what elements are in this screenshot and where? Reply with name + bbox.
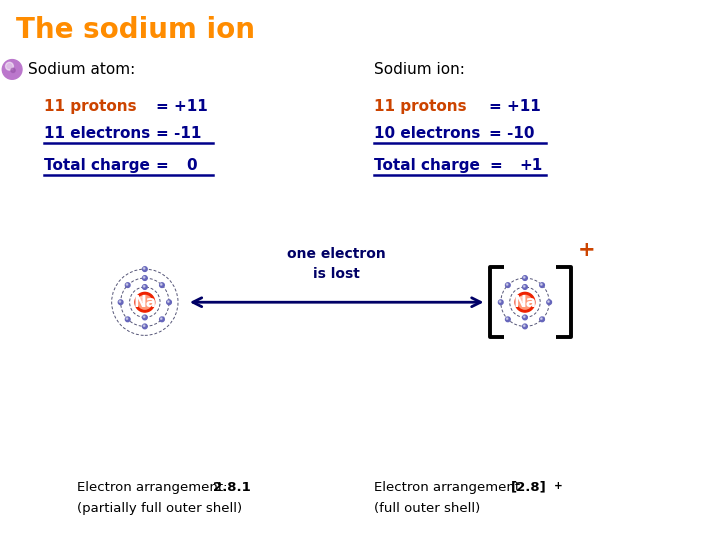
- Circle shape: [523, 316, 525, 318]
- Circle shape: [143, 285, 147, 289]
- Circle shape: [138, 295, 152, 309]
- Text: =: =: [489, 158, 502, 173]
- Circle shape: [523, 276, 527, 280]
- Circle shape: [540, 317, 544, 322]
- Circle shape: [506, 318, 508, 319]
- Circle shape: [125, 317, 130, 322]
- Circle shape: [541, 318, 542, 319]
- Text: Total charge: Total charge: [45, 158, 150, 173]
- Text: Na: Na: [133, 295, 156, 310]
- Text: +1: +1: [520, 158, 543, 173]
- Circle shape: [118, 300, 123, 305]
- Circle shape: [521, 298, 529, 306]
- Circle shape: [499, 301, 501, 302]
- Circle shape: [126, 284, 127, 285]
- Circle shape: [126, 318, 127, 319]
- Circle shape: [143, 267, 147, 272]
- Text: Na: Na: [513, 295, 536, 310]
- Circle shape: [546, 300, 552, 305]
- Text: Total charge: Total charge: [374, 158, 480, 173]
- Circle shape: [520, 297, 524, 302]
- Circle shape: [160, 317, 164, 322]
- Text: (partially full outer shell): (partially full outer shell): [77, 502, 242, 515]
- Circle shape: [505, 317, 510, 322]
- Circle shape: [518, 295, 532, 309]
- Circle shape: [143, 324, 147, 329]
- Circle shape: [167, 300, 171, 305]
- Circle shape: [6, 62, 14, 70]
- Text: Sodium atom:: Sodium atom:: [28, 62, 135, 77]
- Text: Electron arrangement:: Electron arrangement:: [374, 481, 529, 494]
- Circle shape: [523, 325, 525, 327]
- Text: Sodium ion:: Sodium ion:: [374, 62, 465, 77]
- Circle shape: [506, 284, 508, 285]
- Circle shape: [515, 292, 535, 312]
- Circle shape: [120, 301, 121, 302]
- Circle shape: [523, 286, 525, 287]
- Circle shape: [143, 286, 145, 287]
- Circle shape: [143, 268, 145, 269]
- Text: +: +: [578, 240, 595, 260]
- Text: one electron
is lost: one electron is lost: [287, 247, 386, 281]
- Circle shape: [160, 283, 164, 287]
- Circle shape: [161, 318, 162, 319]
- Circle shape: [2, 59, 22, 79]
- Circle shape: [548, 301, 549, 302]
- Circle shape: [498, 300, 503, 305]
- Text: = -10: = -10: [489, 125, 534, 140]
- Text: = +11: = +11: [489, 99, 541, 113]
- Text: 11 protons: 11 protons: [45, 99, 137, 113]
- Text: 11 electrons: 11 electrons: [45, 125, 150, 140]
- Circle shape: [135, 292, 155, 312]
- Circle shape: [523, 285, 527, 289]
- Circle shape: [140, 297, 144, 302]
- Text: +: +: [554, 481, 562, 491]
- Circle shape: [11, 68, 15, 72]
- Text: = -11: = -11: [156, 125, 201, 140]
- Circle shape: [505, 283, 510, 287]
- Circle shape: [143, 325, 145, 327]
- Circle shape: [125, 283, 130, 287]
- Circle shape: [141, 298, 149, 306]
- Circle shape: [541, 284, 542, 285]
- Circle shape: [143, 276, 145, 278]
- Text: (full outer shell): (full outer shell): [374, 502, 480, 515]
- Text: The sodium ion: The sodium ion: [16, 16, 255, 44]
- Circle shape: [143, 316, 145, 318]
- Circle shape: [161, 284, 162, 285]
- Text: 10 electrons: 10 electrons: [374, 125, 481, 140]
- Text: 2.8.1: 2.8.1: [213, 481, 251, 494]
- Circle shape: [523, 315, 527, 320]
- Text: = +11: = +11: [156, 99, 207, 113]
- Circle shape: [540, 283, 544, 287]
- Circle shape: [168, 301, 169, 302]
- Circle shape: [143, 276, 147, 280]
- Circle shape: [143, 315, 147, 320]
- Text: 11 protons: 11 protons: [374, 99, 467, 113]
- Text: 0: 0: [186, 158, 197, 173]
- Text: [2.8]: [2.8]: [510, 481, 546, 494]
- Circle shape: [523, 276, 525, 278]
- Text: Electron arrangement:: Electron arrangement:: [77, 481, 231, 494]
- Text: =: =: [156, 158, 168, 173]
- Circle shape: [523, 324, 527, 329]
